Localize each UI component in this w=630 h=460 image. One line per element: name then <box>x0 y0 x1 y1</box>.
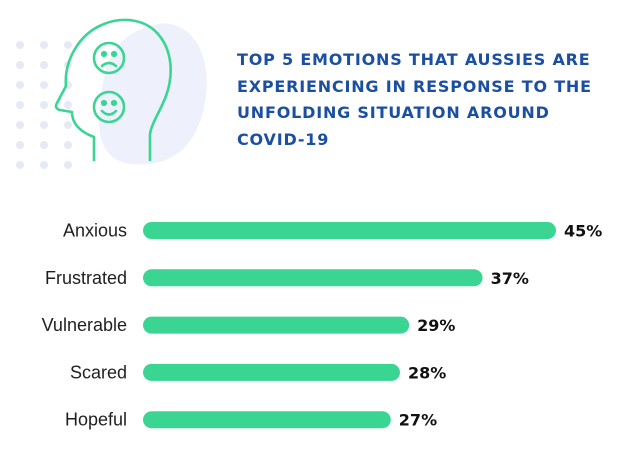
decor-dot <box>64 121 72 129</box>
category-label: Scared <box>70 362 127 382</box>
decor-dot <box>64 161 72 169</box>
decor-dot <box>16 121 24 129</box>
background-blob <box>98 23 207 165</box>
decor-dot <box>40 141 48 149</box>
value-label: 45% <box>564 222 602 241</box>
header-illustration <box>16 18 207 169</box>
decor-dot <box>64 101 72 109</box>
category-label: Hopeful <box>65 410 127 430</box>
decor-dot <box>16 101 24 109</box>
decor-dot <box>40 121 48 129</box>
decor-dot <box>40 101 48 109</box>
decor-dot <box>16 61 24 69</box>
decor-dot <box>64 41 72 49</box>
category-label: Frustrated <box>45 268 127 288</box>
decor-dot <box>40 81 48 89</box>
decor-dot <box>40 41 48 49</box>
value-label: 28% <box>408 363 446 382</box>
decor-dot <box>40 61 48 69</box>
bar <box>143 411 391 429</box>
head-emotions-icon <box>54 18 172 162</box>
value-label: 27% <box>399 411 437 430</box>
decor-dot <box>16 141 24 149</box>
decor-dot <box>16 161 24 169</box>
category-label: Anxious <box>63 221 127 241</box>
value-label: 37% <box>491 269 529 288</box>
decor-dot <box>16 41 24 49</box>
bar <box>143 363 400 381</box>
bar <box>143 222 556 239</box>
chart-title: TOP 5 EMOTIONS THAT AUSSIES ARE EXPERIEN… <box>237 50 592 149</box>
value-label: 29% <box>417 316 455 335</box>
happy-face-icon <box>92 90 126 124</box>
sad-face-icon <box>92 41 126 75</box>
decor-dot <box>64 141 72 149</box>
bar <box>143 316 410 334</box>
decor-dot <box>40 161 48 169</box>
decor-dot <box>16 81 24 89</box>
bar <box>143 269 483 287</box>
category-label: Vulnerable <box>42 315 127 335</box>
